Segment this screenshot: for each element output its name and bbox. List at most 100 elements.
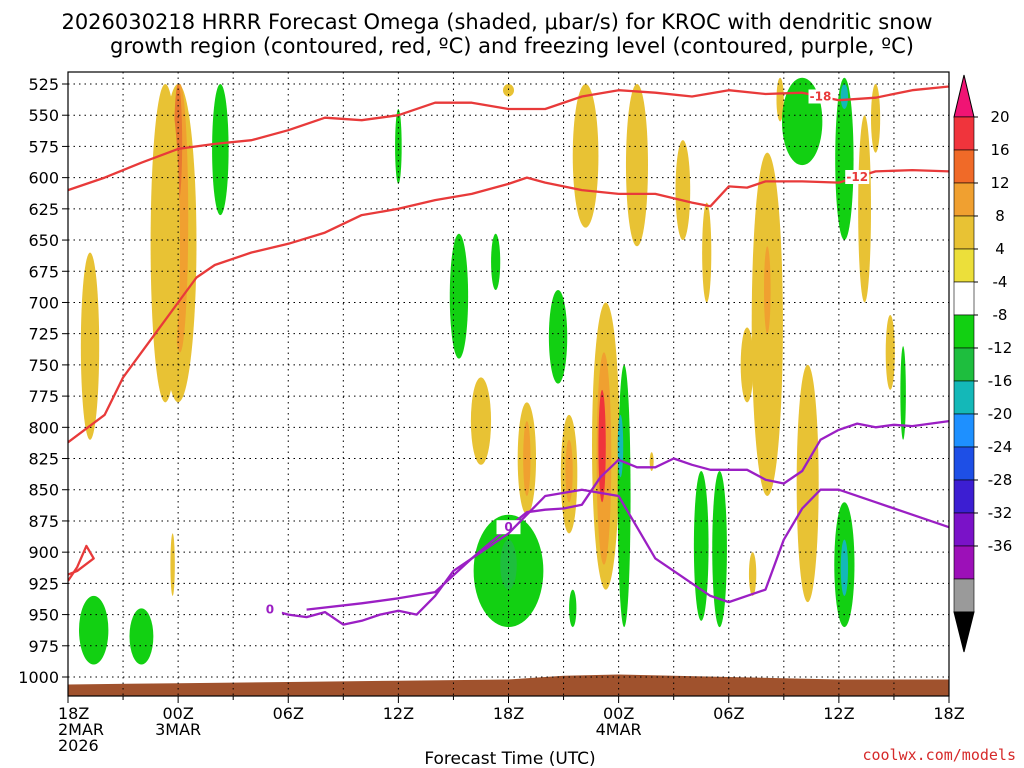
downdraft-2mar-20z-sfc	[79, 595, 109, 665]
downdraft-4mar-12z-top-core	[840, 84, 849, 109]
colorbar-segment	[953, 248, 975, 283]
x-tick-label: 2026	[58, 736, 99, 755]
downdraft-4mar-15z	[900, 346, 906, 440]
terrain-fill	[68, 674, 949, 696]
chart-title-line2: growth region (contoured, red, ºC) and f…	[110, 34, 914, 58]
colorbar-segment	[953, 281, 975, 316]
contour-freezing-lower	[269, 488, 949, 626]
y-tick-label: 975	[28, 637, 59, 656]
y-tick-label: 675	[28, 262, 59, 281]
colorbar-label: -8	[993, 306, 1008, 324]
updraft-4mar-10z	[796, 364, 819, 603]
contour-label-bg	[496, 520, 521, 535]
colorbar-segment	[953, 116, 975, 151]
y-tick-label: 950	[28, 606, 59, 625]
downdraft-4mar-12z-top	[835, 77, 854, 241]
x-tick-label: 00Z	[162, 704, 193, 723]
contour-label: -12	[846, 170, 868, 184]
y-tick-label: 900	[28, 543, 59, 562]
downdraft-3mar-20z	[548, 289, 568, 384]
updraft-4mar-00z-top	[625, 84, 648, 247]
updraft-4mar-08z-core	[763, 246, 771, 334]
updraft-4mar-07z-low	[748, 552, 757, 596]
credit-text: coolwx.com/models	[862, 746, 1016, 764]
x-tick-label: 06Z	[273, 704, 304, 723]
contour-label-bg	[257, 602, 282, 617]
y-tick-label: 600	[28, 169, 59, 188]
x-tick-label: 18Z	[58, 704, 89, 723]
contour-label-bg	[808, 89, 833, 104]
updraft-3mar-00z-lowlevel	[170, 533, 175, 596]
omega-shading	[79, 77, 906, 665]
colorbar-label: 4	[995, 240, 1005, 258]
updraft-3mar-23z-core	[598, 389, 606, 503]
colorbar-segment	[953, 446, 975, 481]
colorbar-label: 12	[990, 174, 1009, 192]
updraft-3mar-22z-top	[572, 84, 599, 228]
colorbar-label: 8	[995, 207, 1005, 225]
x-tick-label: 12Z	[383, 704, 414, 723]
colorbar-label: -16	[988, 372, 1013, 390]
y-axis: 525 550 575 600 625 650 675 700 725 750 775 800 825 8…	[18, 75, 68, 687]
chart-title-line1: 2026030218 HRRR Forecast Omega (shaded, …	[61, 10, 932, 34]
x-tick-label: 4MAR	[596, 720, 642, 739]
downdraft-4mar-12z-low-core	[840, 539, 849, 596]
colorbar-segment	[953, 149, 975, 184]
updraft-4mar-13z	[858, 115, 871, 303]
updraft-3mar-19z-core	[523, 421, 531, 496]
colorbar-segment	[953, 512, 975, 547]
y-tick-label: 700	[28, 293, 59, 312]
colorbar-label: -24	[988, 438, 1013, 456]
updraft-4mar-08z-top	[776, 77, 784, 122]
contour-label: -18	[810, 89, 832, 103]
y-tick-label: 650	[28, 231, 59, 250]
colorbar-top-triangle	[953, 74, 975, 118]
updraft-4mar-03z	[675, 140, 691, 241]
colorbar-segment	[953, 413, 975, 448]
downdraft-2mar-22z-sfc	[129, 608, 154, 665]
updraft-2mar-19z	[80, 252, 100, 440]
downdraft-3mar-22z-sfc	[569, 589, 577, 628]
x-tick-label: 06Z	[713, 704, 744, 723]
x-tick-label: 3MAR	[155, 720, 201, 739]
contour-label: 0	[266, 603, 274, 617]
contour-label-bg	[845, 170, 870, 185]
y-tick-label: 1000	[18, 668, 59, 687]
updraft-2mar-21z-outer	[150, 84, 180, 403]
y-tick-label: 750	[28, 356, 59, 375]
x-tick-label: 2MAR	[58, 720, 104, 739]
y-tick-label: 550	[28, 106, 59, 125]
colorbar-segment	[953, 380, 975, 415]
colorbar-label: 16	[990, 141, 1009, 159]
y-tick-label: 925	[28, 574, 59, 593]
contour-label: 0	[504, 520, 512, 534]
y-tick-label: 800	[28, 418, 59, 437]
contour-lines: -18 -12 0 0	[68, 85, 949, 626]
x-tick-label: 18Z	[493, 704, 524, 723]
colorbar-label: 20	[990, 108, 1009, 126]
colorbar-bottom-triangle	[953, 611, 975, 653]
updraft-4mar-14z	[870, 84, 881, 153]
x-axis-label: Forecast Time (UTC)	[424, 749, 595, 768]
colorbar: 20 16 12 8 4 -4 -8 -12 -16 -20 -24 -28 -32 -36	[953, 74, 1013, 653]
x-tick-label: 18Z	[933, 704, 964, 723]
y-tick-label: 725	[28, 325, 59, 344]
colorbar-segment	[953, 545, 975, 580]
updraft-4mar-04z	[702, 202, 712, 303]
colorbar-segment	[953, 215, 975, 250]
colorbar-segment	[953, 479, 975, 514]
updraft-3mar-16z	[470, 377, 492, 465]
y-tick-label: 875	[28, 512, 59, 531]
y-tick-label: 575	[28, 137, 59, 156]
colorbar-label: -4	[993, 273, 1008, 291]
updraft-3mar-18z-top	[502, 84, 515, 97]
updraft-4mar-06z-mid	[740, 327, 754, 403]
y-tick-label: 625	[28, 200, 59, 219]
x-tick-label: 12Z	[823, 704, 854, 723]
y-tick-label: 850	[28, 481, 59, 500]
colorbar-label: -12	[988, 339, 1013, 357]
y-tick-label: 825	[28, 450, 59, 469]
downdraft-3mar-18z-core	[500, 539, 517, 590]
